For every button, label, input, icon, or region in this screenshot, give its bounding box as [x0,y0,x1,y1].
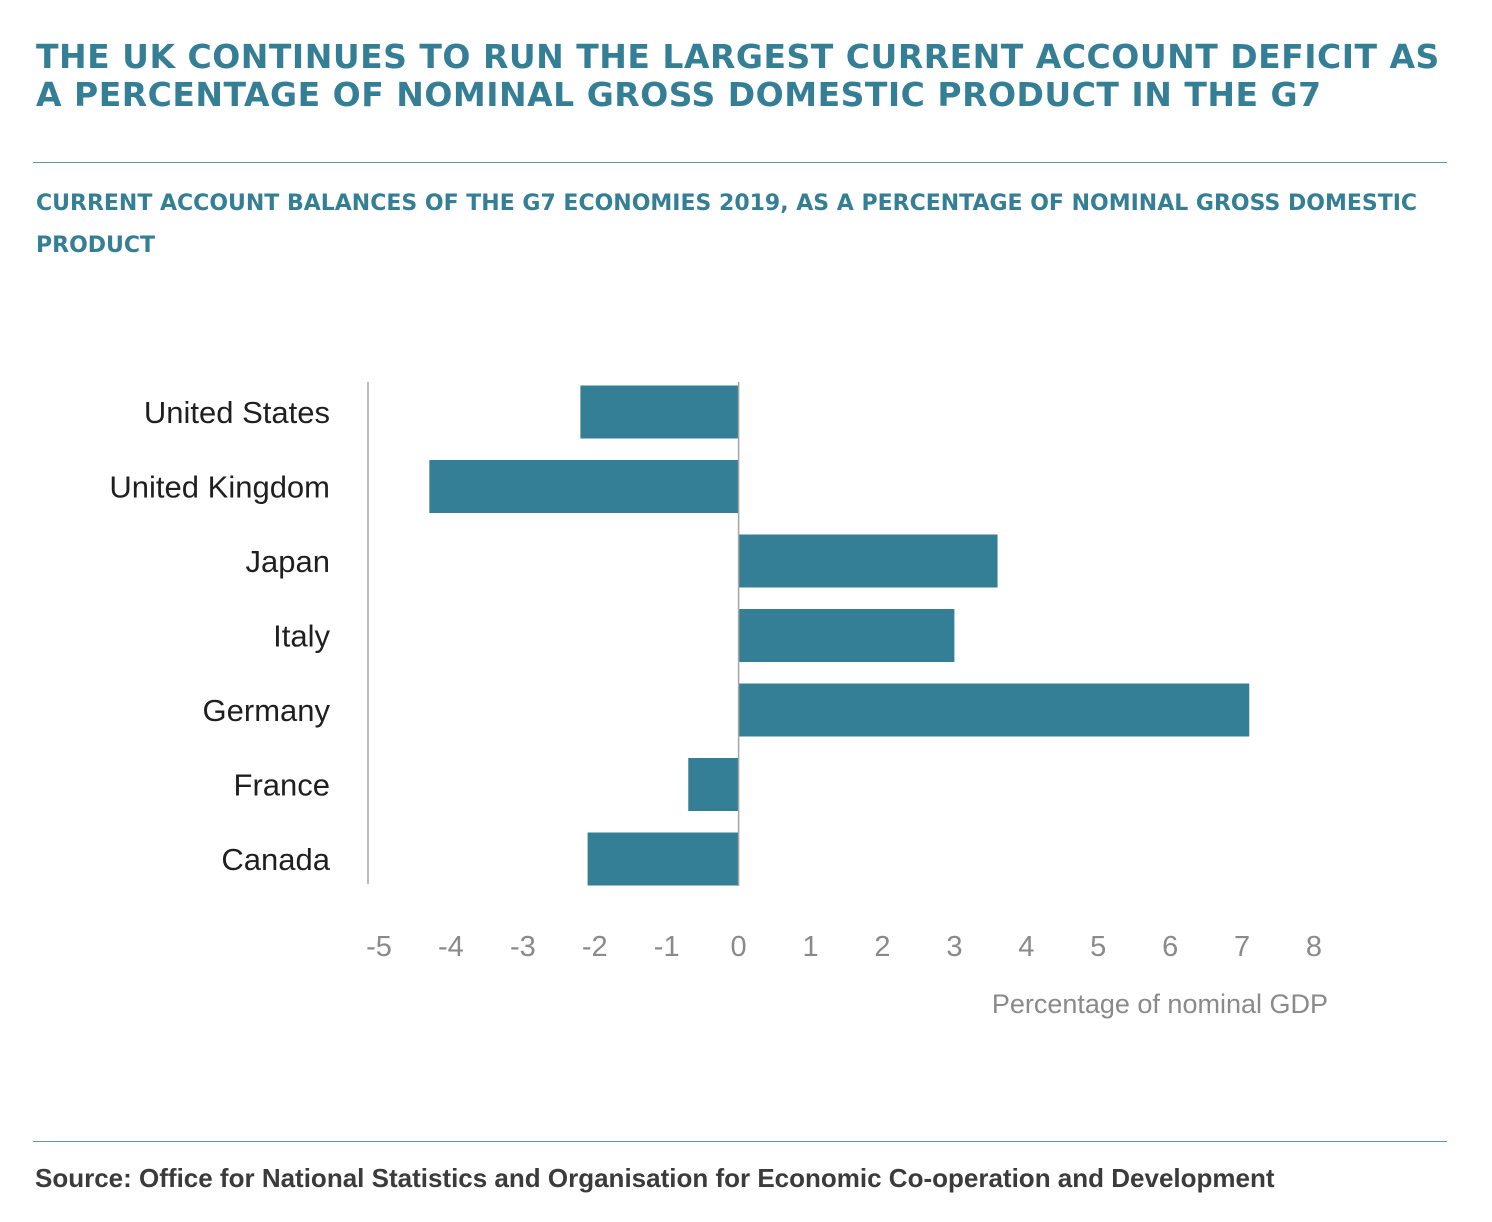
x-tick-label: 6 [1162,931,1178,963]
bar-france [688,758,739,811]
x-tick-label: 1 [802,931,818,963]
bars-group [429,385,1250,886]
x-tick-label: -2 [582,931,608,963]
source-note: Source: Office for National Statistics a… [35,1163,1275,1193]
bar-italy [738,609,955,662]
chart-subtitle: CURRENT ACCOUNT BALANCES OF THE G7 ECONO… [36,191,1418,258]
category-label-japan: Japan [246,544,330,579]
x-tick-label: 7 [1234,931,1250,963]
x-tick-label: -1 [654,931,680,963]
category-label-italy: Italy [273,619,330,654]
x-tick-label: 2 [874,931,890,963]
bar-canada [587,832,739,886]
x-tick-label: 8 [1306,931,1322,963]
category-label-germany: Germany [203,693,331,728]
x-axis-title: Percentage of nominal GDP [992,989,1328,1019]
x-tick-label: -5 [366,931,392,963]
x-tick-label: 3 [946,931,962,963]
bar-united-kingdom [429,460,739,513]
bar-japan [738,534,998,588]
x-tick-label: 4 [1018,931,1034,963]
x-tick-label: 0 [731,931,747,963]
bar-germany [738,683,1250,737]
bar-united-states [580,385,739,439]
x-tick-labels: -5 -4 -3 -2 -1 0 1 2 3 4 5 6 7 8 [366,931,1322,963]
category-labels: United States United Kingdom Japan Italy Ger… [109,395,330,877]
x-tick-label: 5 [1090,931,1106,963]
category-label-canada: Canada [221,842,330,877]
bottom-divider [33,1141,1447,1142]
chart-main-title: THE UK CONTINUES TO RUN THE LARGEST CURR… [36,37,1440,114]
x-tick-label: -4 [438,931,464,963]
x-tick-label: -3 [510,931,536,963]
top-divider [33,162,1447,163]
category-label-united-kingdom: United Kingdom [109,470,330,505]
category-label-france: France [234,768,330,803]
category-label-united-states: United States [144,395,330,430]
